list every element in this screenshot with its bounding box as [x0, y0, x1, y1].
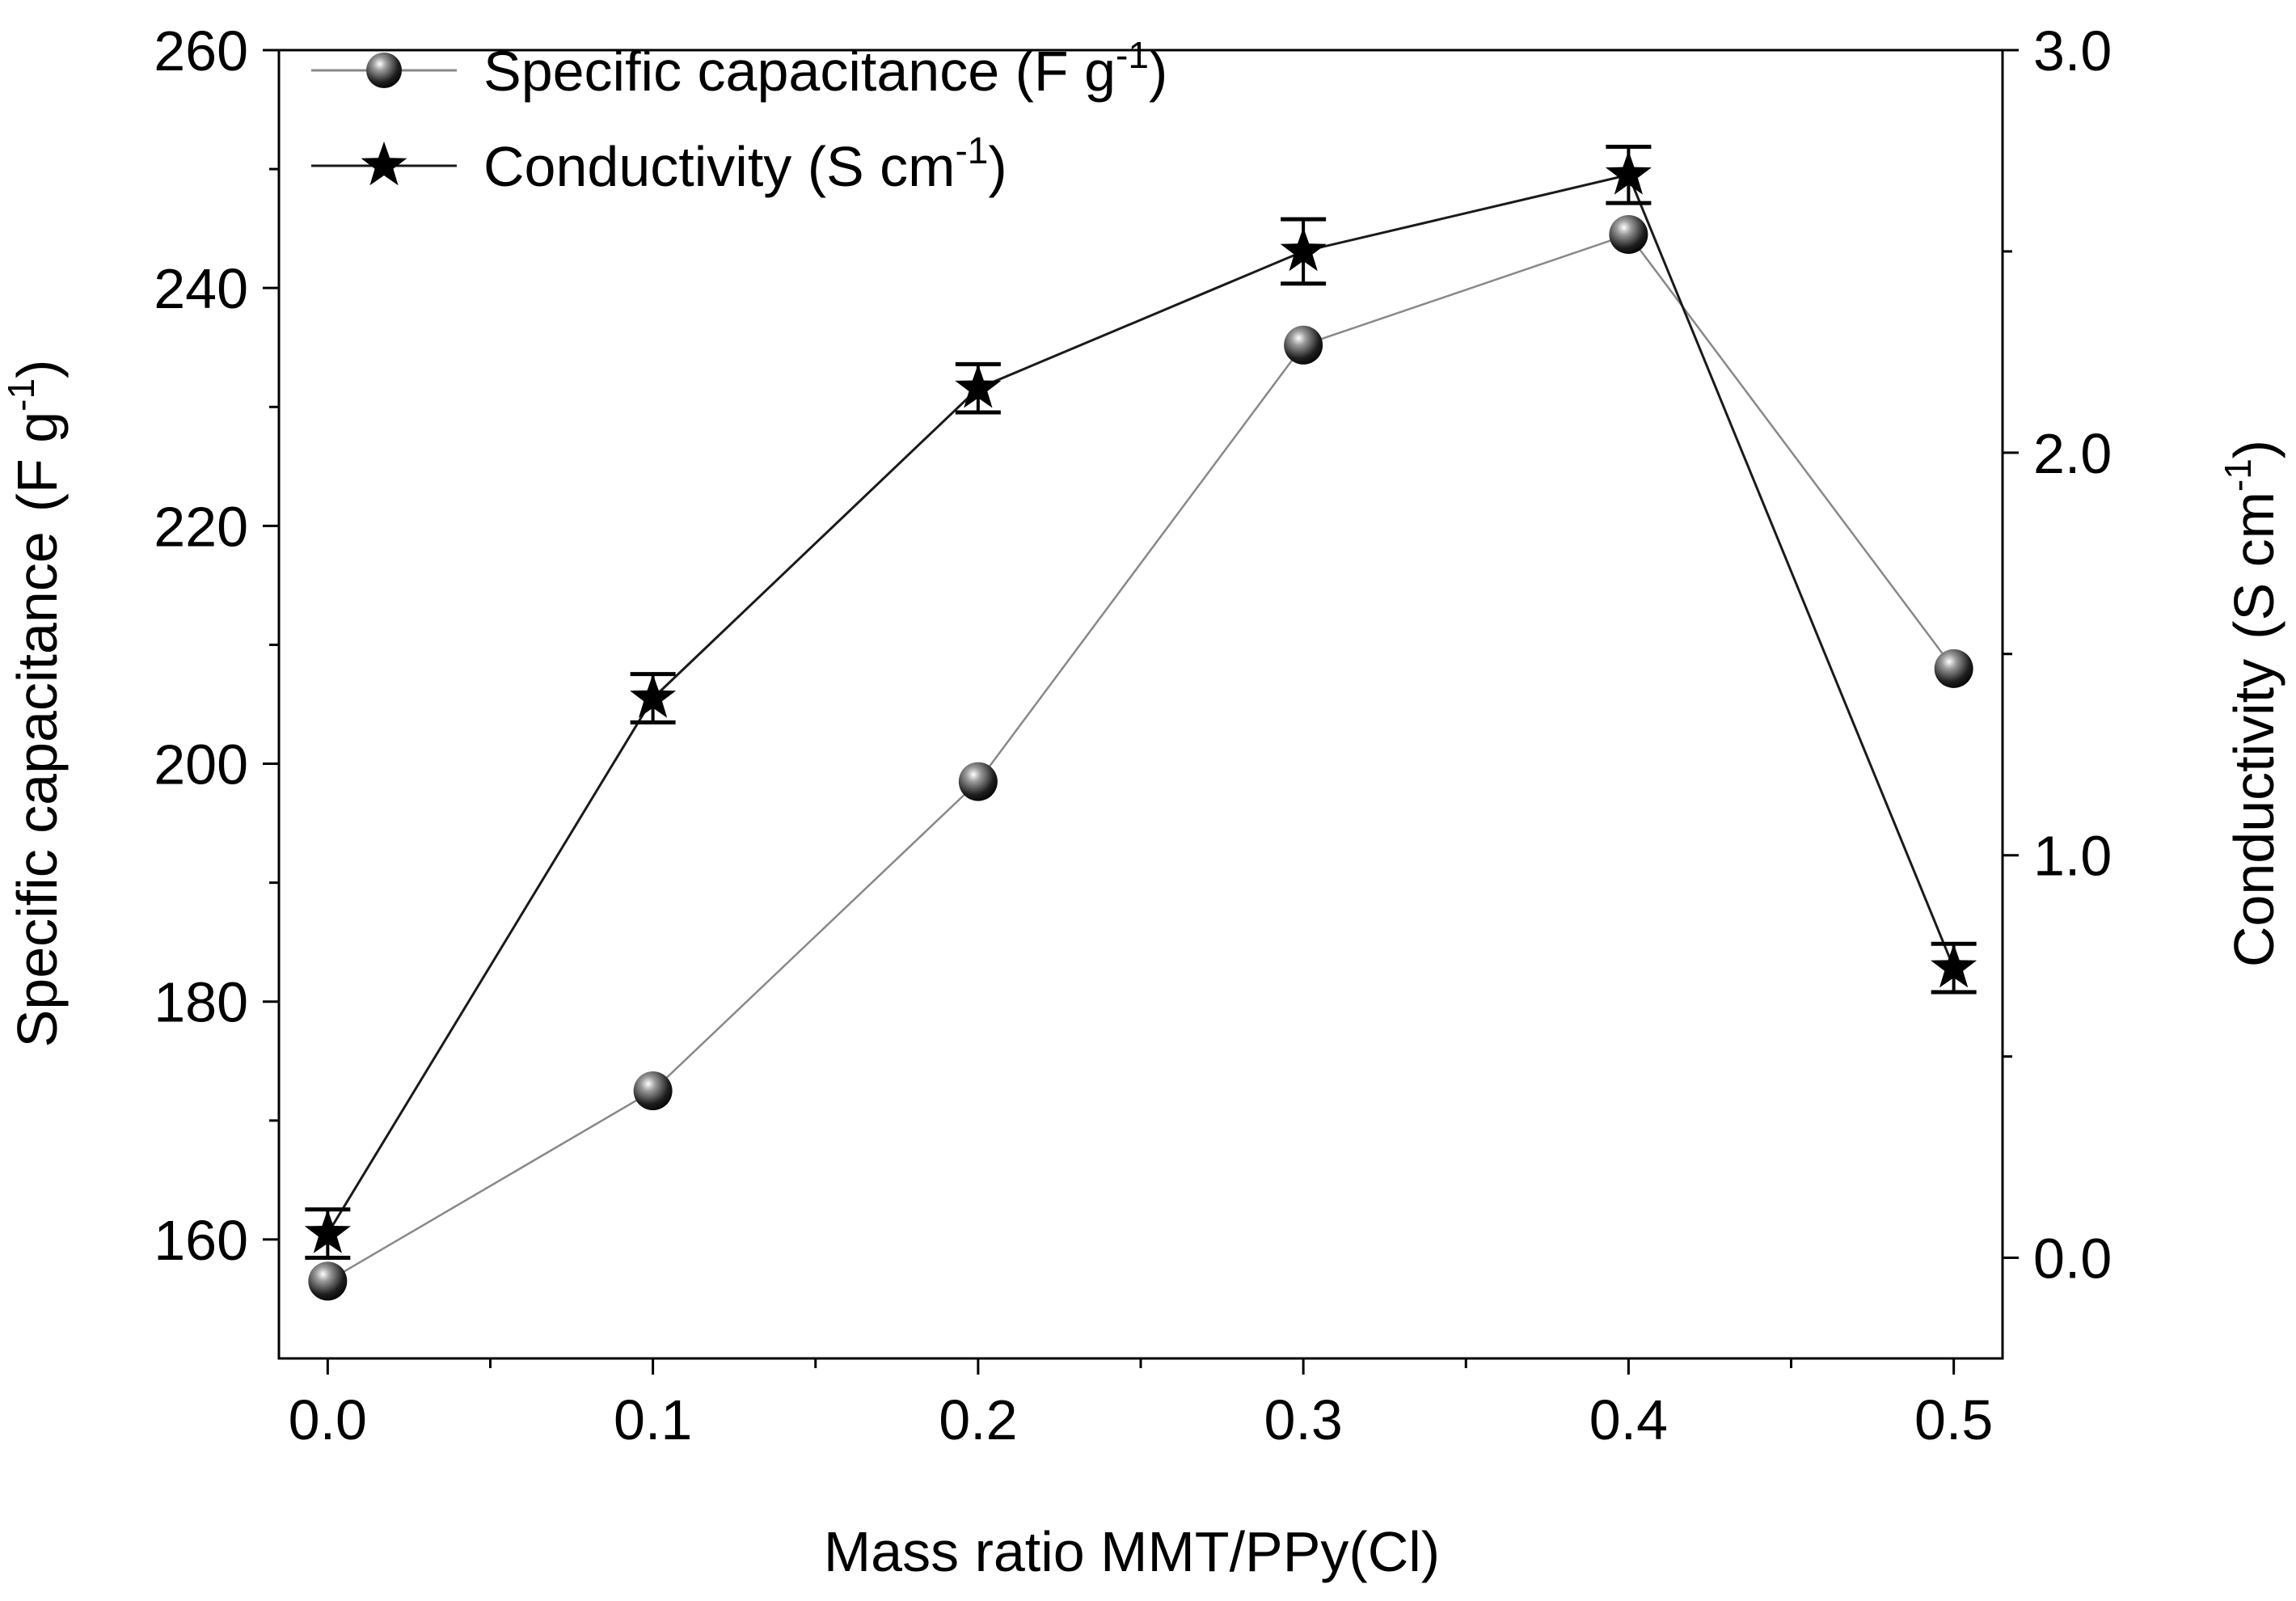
left-y-tick-label: 200 — [154, 733, 248, 796]
x-tick-label: 0.0 — [289, 1388, 367, 1451]
right-axis-title: Conductivity(S cm-1) — [2217, 440, 2285, 967]
left-y-tick-label: 260 — [154, 19, 248, 82]
conductivity-point — [1280, 226, 1327, 272]
capacitance-point — [1934, 648, 1973, 688]
capacitance-point — [1609, 214, 1648, 254]
x-tick-label: 0.5 — [1914, 1388, 1993, 1451]
x-tick-label: 0.4 — [1589, 1388, 1668, 1451]
right-y-tick-label: 0.0 — [2033, 1227, 2112, 1291]
conductivity-point — [955, 364, 1002, 408]
legend-label-conductivity: Conductivity (S cm-1) — [483, 129, 1007, 198]
capacitance-point — [958, 762, 998, 801]
capacitance-point — [633, 1071, 673, 1111]
x-tick-label: 0.1 — [614, 1388, 692, 1451]
x-tick-label: 0.2 — [939, 1388, 1017, 1451]
plot-frame — [277, 49, 2004, 1360]
x-tick-label: 0.3 — [1264, 1388, 1342, 1451]
conductivity-point — [1605, 150, 1652, 195]
left-y-tick-label: 220 — [154, 495, 248, 558]
legend: Specific capacitance (F g-1) Conductivit… — [311, 34, 1167, 198]
left-y-tick-label: 160 — [154, 1209, 248, 1272]
conductivity-point — [1931, 944, 1977, 988]
right-y-tick-label: 1.0 — [2033, 825, 2112, 888]
legend-marker-sphere — [366, 53, 402, 88]
left-y-tick-label: 180 — [154, 971, 248, 1034]
x-axis-title: Mass ratio MMT/PPy(Cl) — [824, 1520, 1440, 1583]
conductivity-point — [304, 1209, 351, 1253]
conductivity-point — [630, 674, 677, 718]
legend-label-capacitance: Specific capacitance (F g-1) — [483, 34, 1167, 103]
left-y-tick-label: 240 — [154, 257, 248, 320]
conductivity-line — [327, 173, 1956, 1235]
capacitance-line — [327, 233, 1955, 1282]
right-y-tick-label: 2.0 — [2033, 422, 2112, 485]
left-axis-title: Specific capacitance(F g-1) — [0, 360, 69, 1048]
capacitance-point — [308, 1261, 348, 1301]
legend-marker-star — [361, 142, 407, 186]
right-y-tick-label: 3.0 — [2033, 19, 2112, 82]
capacitance-point — [1284, 325, 1323, 365]
